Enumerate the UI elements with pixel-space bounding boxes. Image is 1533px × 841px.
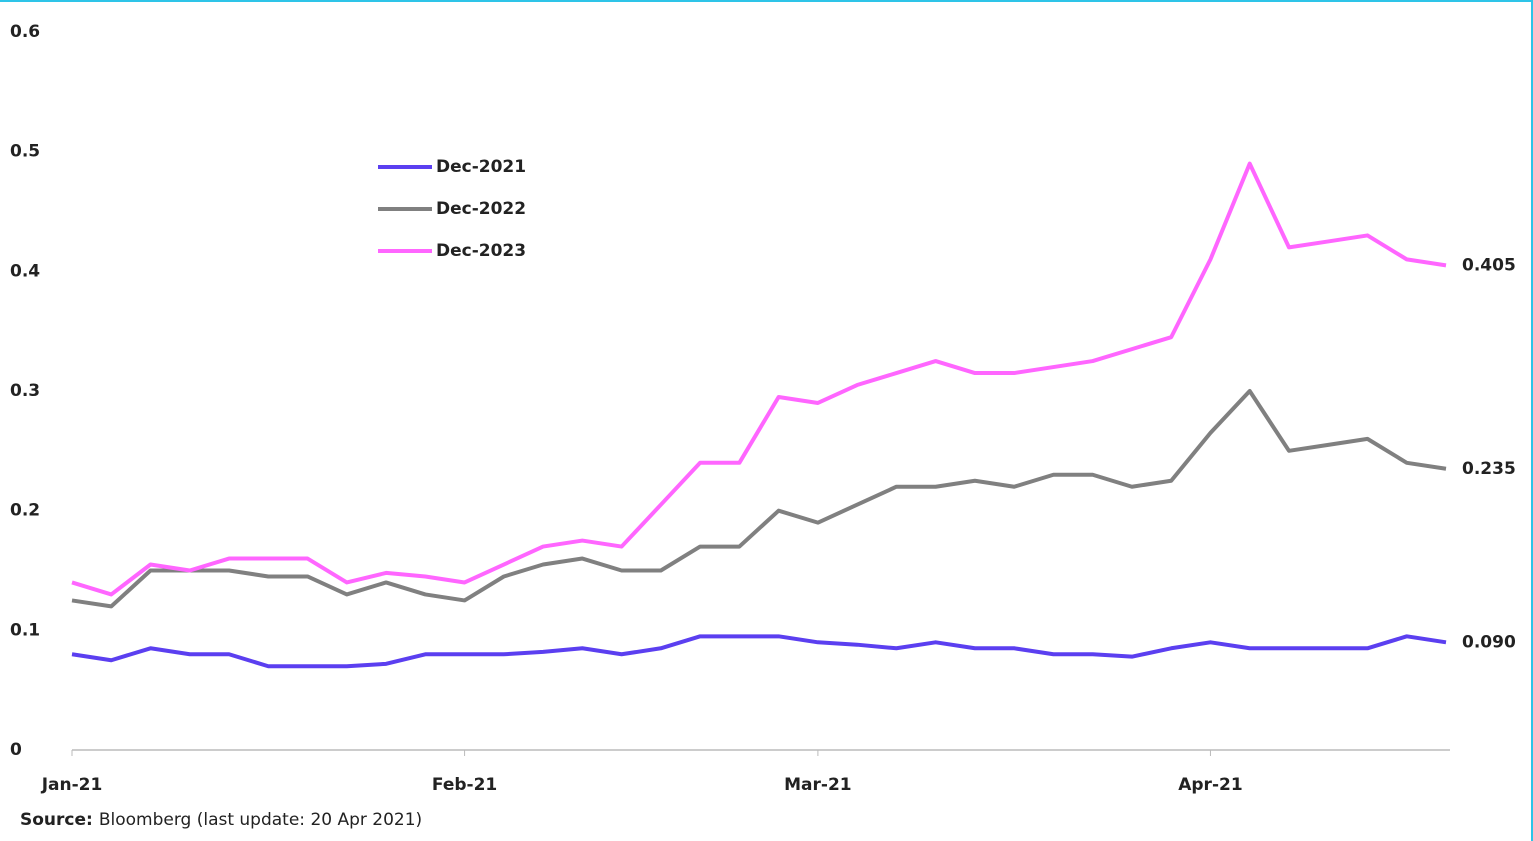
x-tick-label: Mar-21 xyxy=(784,775,852,795)
series-line xyxy=(71,161,1447,597)
y-tick-label: 0.1 xyxy=(10,620,40,640)
series-line xyxy=(71,634,1447,669)
y-tick-label: 0.4 xyxy=(10,261,40,281)
value-label: 0.235 xyxy=(1462,459,1516,479)
x-tick-label: Feb-21 xyxy=(432,775,497,795)
value-label: 0.405 xyxy=(1462,255,1516,275)
x-tick-label: Jan-21 xyxy=(41,775,103,795)
source-text: Bloomberg (last update: 20 Apr 2021) xyxy=(99,810,422,830)
y-tick-label: 0 xyxy=(10,740,22,760)
legend-label: Dec-2023 xyxy=(436,241,526,261)
y-tick-label: 0.3 xyxy=(10,381,40,401)
x-tick-label: Apr-21 xyxy=(1178,775,1242,795)
y-tick-label: 0.5 xyxy=(10,142,40,162)
value-label: 0.090 xyxy=(1462,632,1516,652)
source-label: Source: xyxy=(20,810,93,830)
legend-label: Dec-2021 xyxy=(436,157,526,177)
legend-label: Dec-2022 xyxy=(436,199,526,219)
y-tick-label: 0.6 xyxy=(10,22,40,42)
series-line xyxy=(71,389,1447,609)
source: Source: Bloomberg (last update: 20 Apr 20… xyxy=(20,810,422,830)
y-tick-label: 0.2 xyxy=(10,501,40,521)
